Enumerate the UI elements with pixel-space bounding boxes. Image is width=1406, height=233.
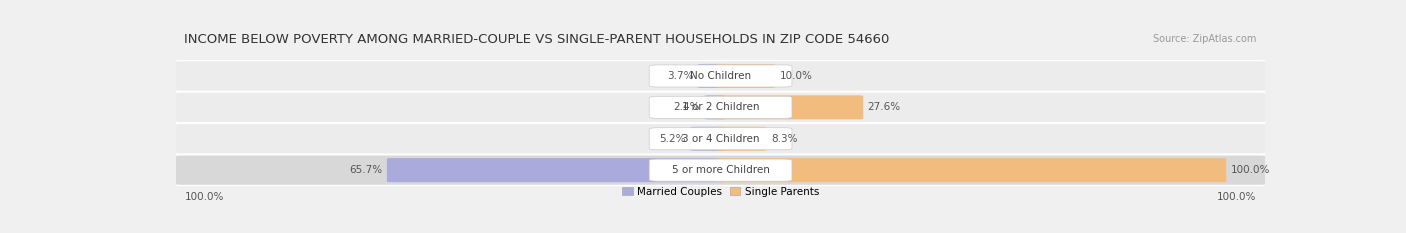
Text: 3.7%: 3.7%	[666, 71, 693, 81]
FancyBboxPatch shape	[650, 65, 792, 87]
Text: 65.7%: 65.7%	[350, 165, 382, 175]
Text: 8.3%: 8.3%	[770, 134, 797, 144]
FancyBboxPatch shape	[174, 61, 1267, 91]
FancyBboxPatch shape	[650, 159, 792, 181]
Text: 1 or 2 Children: 1 or 2 Children	[682, 102, 759, 112]
Text: Source: ZipAtlas.com: Source: ZipAtlas.com	[1153, 34, 1257, 44]
Text: No Children: No Children	[690, 71, 751, 81]
FancyBboxPatch shape	[387, 158, 725, 182]
FancyBboxPatch shape	[174, 92, 1267, 123]
Text: 100.0%: 100.0%	[1218, 192, 1257, 202]
Text: 10.0%: 10.0%	[779, 71, 813, 81]
FancyBboxPatch shape	[174, 155, 1267, 185]
Text: INCOME BELOW POVERTY AMONG MARRIED-COUPLE VS SINGLE-PARENT HOUSEHOLDS IN ZIP COD: INCOME BELOW POVERTY AMONG MARRIED-COUPL…	[184, 33, 890, 46]
FancyBboxPatch shape	[650, 96, 792, 118]
FancyBboxPatch shape	[690, 127, 725, 151]
FancyBboxPatch shape	[716, 127, 766, 151]
Text: 3 or 4 Children: 3 or 4 Children	[682, 134, 759, 144]
Text: 5.2%: 5.2%	[659, 134, 686, 144]
FancyBboxPatch shape	[704, 95, 725, 119]
FancyBboxPatch shape	[174, 123, 1267, 154]
FancyBboxPatch shape	[650, 128, 792, 150]
FancyBboxPatch shape	[716, 95, 863, 119]
FancyBboxPatch shape	[697, 64, 725, 88]
Text: 27.6%: 27.6%	[868, 102, 901, 112]
FancyBboxPatch shape	[716, 158, 1226, 182]
Text: 2.4%: 2.4%	[673, 102, 700, 112]
Text: 100.0%: 100.0%	[184, 192, 224, 202]
Legend: Married Couples, Single Parents: Married Couples, Single Parents	[619, 183, 823, 201]
FancyBboxPatch shape	[716, 64, 775, 88]
Text: 100.0%: 100.0%	[1230, 165, 1270, 175]
Text: 5 or more Children: 5 or more Children	[672, 165, 769, 175]
